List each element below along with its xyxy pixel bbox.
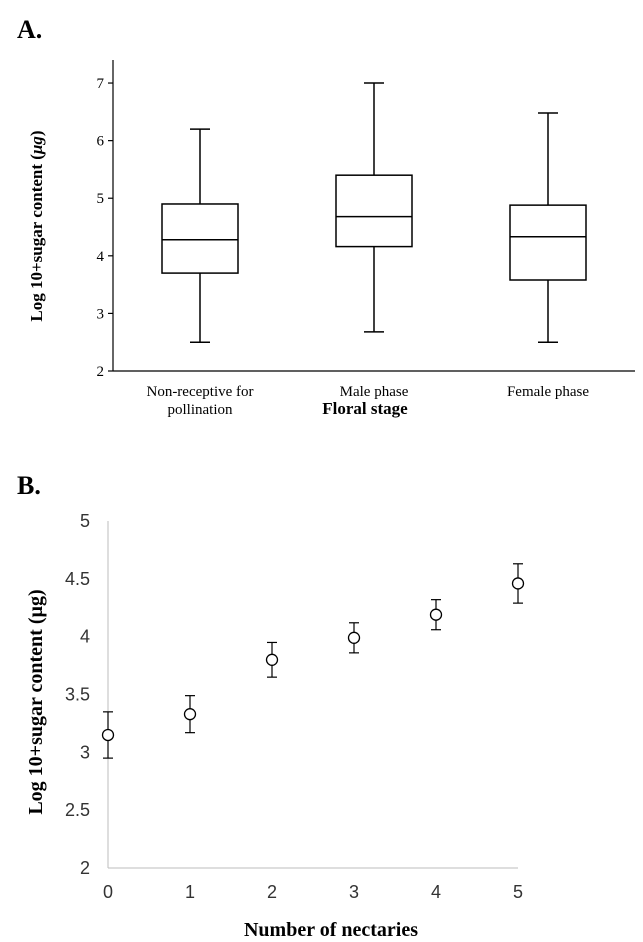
data-point-marker	[183, 708, 197, 721]
panel-a-label: A.	[17, 15, 42, 44]
data-point-group	[429, 599, 443, 631]
x-tick-label: 3	[349, 882, 359, 902]
y-tick-label: 7	[97, 76, 105, 92]
data-point-marker	[511, 577, 525, 590]
data-point-group	[101, 711, 115, 759]
x-tick-label: 4	[431, 882, 441, 902]
box-iqr	[335, 174, 413, 248]
y-tick-label: 3.5	[65, 685, 90, 705]
data-point-marker	[265, 653, 279, 666]
y-tick-label: 4	[97, 249, 105, 265]
y-tick-label: 6	[97, 134, 105, 150]
y-tick-label: 4	[80, 627, 90, 647]
x-category-label: Female phase	[507, 384, 589, 400]
x-tick-label: 5	[513, 882, 523, 902]
x-category-label: pollination	[168, 402, 233, 418]
data-point-group	[347, 622, 361, 654]
y-tick-label: 2	[97, 364, 105, 380]
y-tick-label: 4.5	[65, 569, 90, 589]
panel-b-x-axis-title: Number of nectaries	[244, 919, 418, 941]
panel-a-y-axis-title: Log 10+sugar content (μg)	[27, 130, 46, 321]
x-tick-label: 1	[185, 882, 195, 902]
x-category-label: Male phase	[340, 384, 409, 400]
y-tick-label: 2	[80, 858, 90, 878]
data-point-group	[511, 563, 525, 604]
panel-b-label: B.	[17, 471, 41, 500]
x-tick-label: 0	[103, 882, 113, 902]
box-iqr	[161, 203, 239, 274]
data-point-marker	[347, 631, 361, 644]
y-tick-label: 5	[97, 191, 105, 207]
y-tick-label: 3	[80, 742, 90, 762]
data-point-marker	[429, 608, 443, 621]
panel-a-x-axis-title: Floral stage	[322, 399, 408, 418]
box-iqr	[509, 204, 587, 281]
x-category-label: Non-receptive for	[146, 384, 253, 400]
box-group	[335, 82, 413, 333]
y-tick-label: 5	[80, 511, 90, 531]
y-tick-label: 3	[97, 306, 105, 322]
panel-b-scatter: 2 2.5 3 3.5 4 4.5 5 0 1 2 3 4 5	[65, 511, 525, 902]
panel-b-y-axis-title: Log 10+sugar content (µg)	[25, 589, 47, 814]
x-tick-label: 2	[267, 882, 277, 902]
box-group	[161, 128, 239, 343]
y-tick-label: 2.5	[65, 800, 90, 820]
data-point-group	[265, 641, 279, 678]
data-point-group	[183, 695, 197, 734]
panel-a-boxplot: 2 3 4 5 6 7 Non-receptive for pollination Male p…	[97, 60, 635, 418]
box-group	[509, 112, 587, 343]
data-point-marker	[101, 728, 115, 742]
